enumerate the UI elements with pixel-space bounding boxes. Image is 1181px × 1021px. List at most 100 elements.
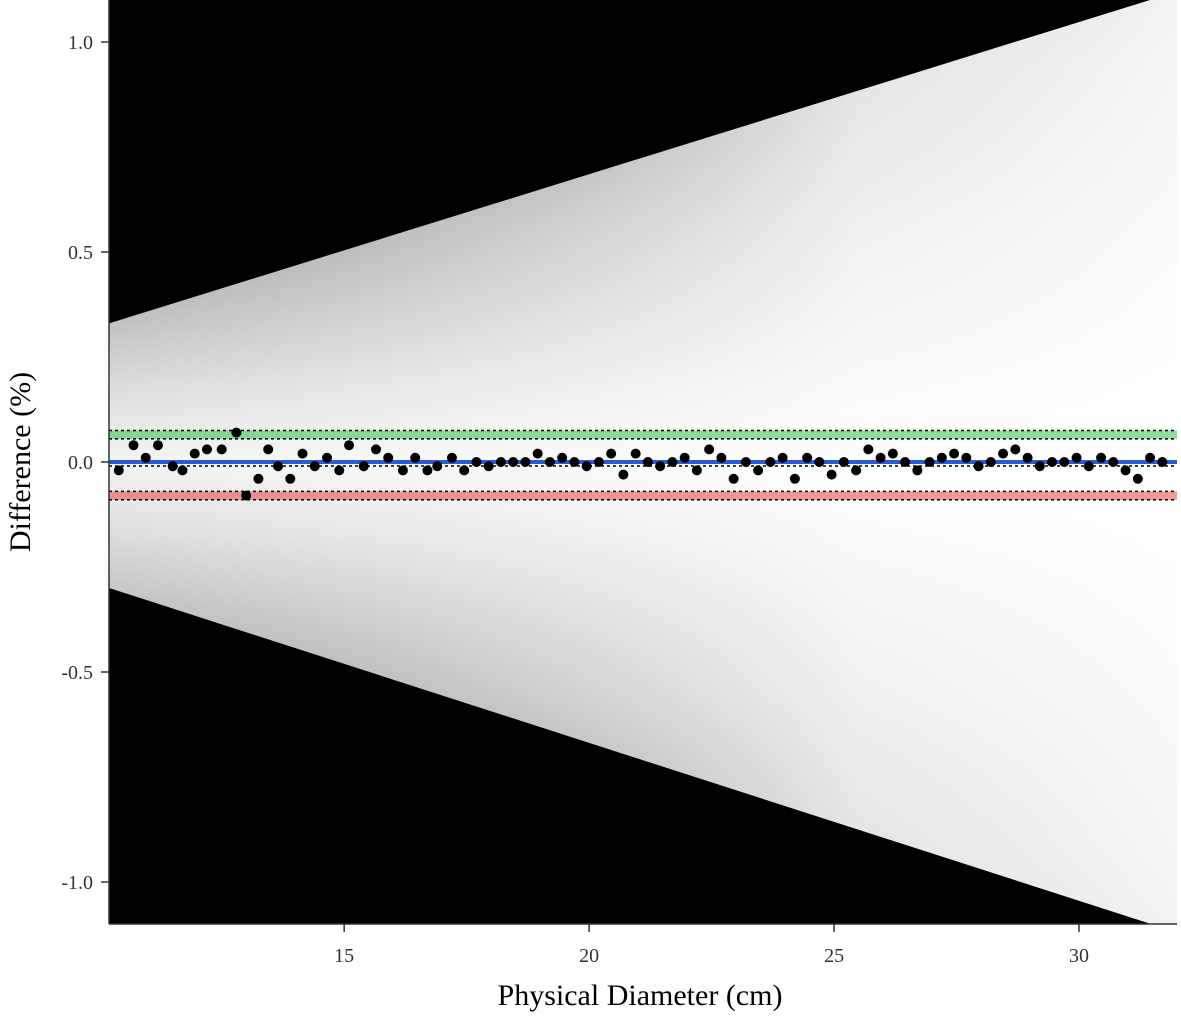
data-point [358, 461, 369, 472]
data-point [679, 452, 690, 463]
y-axis: 1.0 0.5 0.0 -0.5 -1.0 [61, 0, 110, 924]
data-point [152, 440, 163, 451]
data-point [802, 452, 813, 463]
data-point [241, 490, 252, 501]
data-point [432, 461, 443, 472]
data-point [949, 448, 960, 459]
data-point [410, 452, 421, 463]
data-point [334, 465, 345, 476]
data-point [263, 444, 274, 455]
data-point [1157, 457, 1168, 467]
data-point [740, 457, 751, 467]
data-point [998, 448, 1009, 459]
data-point [789, 473, 800, 484]
data-point [691, 465, 702, 476]
data-point [344, 440, 355, 451]
data-point [985, 457, 996, 467]
data-point [765, 457, 776, 467]
y-tick-label: -0.5 [61, 662, 93, 684]
plot-area [109, 0, 1177, 924]
data-point [189, 448, 200, 459]
data-point [1132, 473, 1143, 484]
data-point [1108, 457, 1119, 467]
x-tick-label: 25 [824, 945, 844, 967]
x-tick-label: 20 [579, 945, 599, 967]
y-tick-label: 0.5 [68, 242, 93, 264]
x-tick-label: 30 [1069, 945, 1089, 967]
data-point [1010, 444, 1021, 455]
data-point [569, 457, 580, 467]
data-point [557, 452, 568, 463]
data-point [667, 457, 678, 467]
data-point [508, 457, 519, 467]
data-point [140, 452, 151, 463]
data-point [446, 452, 457, 463]
data-point [728, 473, 739, 484]
data-point [297, 448, 308, 459]
data-point [1047, 457, 1058, 467]
data-point [532, 448, 543, 459]
data-point [973, 461, 984, 472]
limit-band-3 [109, 491, 1177, 500]
data-point [814, 457, 825, 467]
data-point [777, 452, 788, 463]
data-point [593, 457, 604, 467]
data-point [371, 444, 381, 455]
data-point [177, 465, 188, 476]
data-point [422, 465, 433, 476]
data-point [704, 444, 715, 455]
data-point [167, 461, 178, 472]
data-point [838, 457, 849, 467]
data-point [606, 448, 617, 459]
data-point [912, 465, 923, 476]
data-point [630, 448, 641, 459]
data-point [900, 457, 911, 467]
data-point [459, 465, 470, 476]
x-axis-title: Physical Diameter (cm) [498, 979, 783, 1012]
data-point [520, 457, 531, 467]
data-point [544, 457, 555, 467]
x-tick-label: 15 [334, 945, 354, 967]
data-point [875, 452, 886, 463]
data-point [216, 444, 227, 455]
data-point [495, 457, 506, 467]
y-tick-label: -1.0 [61, 872, 93, 894]
data-point [581, 461, 592, 472]
data-point [397, 465, 408, 476]
y-axis-title: Difference (%) [4, 372, 37, 552]
data-point [1059, 457, 1070, 467]
data-point [924, 457, 935, 467]
data-point [383, 452, 394, 463]
data-point [1034, 461, 1045, 472]
data-point [471, 457, 482, 467]
data-point [113, 465, 124, 476]
limit-band-2 [109, 430, 1177, 439]
data-point [285, 473, 296, 484]
data-point [483, 461, 494, 472]
data-point [309, 461, 320, 472]
data-point [863, 444, 874, 455]
data-point [1145, 452, 1156, 463]
data-point [961, 452, 972, 463]
data-point [753, 465, 764, 476]
x-axis: 15 20 25 30 [109, 923, 1177, 967]
data-point [201, 444, 212, 455]
data-point [1096, 452, 1107, 463]
data-point [1022, 452, 1033, 463]
y-tick-label: 0.0 [68, 452, 93, 474]
data-point [1083, 461, 1094, 472]
data-point [128, 440, 139, 451]
data-point [253, 473, 264, 484]
data-point [642, 457, 653, 467]
data-points [113, 427, 1168, 501]
data-point [1071, 452, 1082, 463]
data-point [851, 465, 862, 476]
data-point [618, 469, 629, 480]
data-point [655, 461, 666, 472]
data-point [826, 469, 837, 480]
data-point [273, 461, 284, 472]
data-point [716, 452, 727, 463]
data-point [1120, 465, 1131, 476]
data-point [936, 452, 947, 463]
